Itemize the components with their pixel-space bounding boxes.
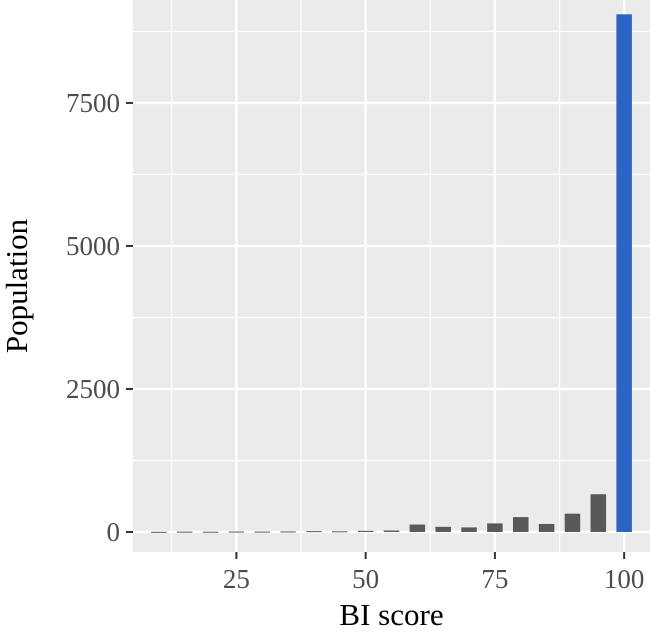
grid-minor [133,0,650,552]
y-axis-title: Population [0,218,34,353]
histogram-bar [228,531,245,533]
y-axis: 0 2500 5000 7500 [66,88,133,547]
histogram-bar [332,531,348,533]
y-tick-label: 2500 [66,374,120,404]
histogram-bar [512,517,529,532]
histogram-bar [280,531,296,533]
histogram-bar [151,531,167,533]
histogram-bar [306,531,322,533]
x-axis: 25 50 75 100 [223,552,645,594]
x-tick-label: 75 [481,564,508,594]
y-tick-label: 5000 [66,231,120,261]
histogram-bar [383,530,400,532]
x-axis-title: BI score [339,597,443,632]
histogram-bar [202,531,219,533]
y-tick-label: 0 [107,517,121,547]
histogram-bar [254,531,271,533]
histogram-bar [409,524,426,532]
histogram-bar [357,530,374,532]
x-tick-label: 25 [223,564,250,594]
histogram-bar-highlight [616,14,632,532]
plot-panel [133,0,650,552]
histogram-bar [435,526,451,532]
histogram-bar [590,494,607,532]
histogram-bar [564,513,581,532]
histogram-bar [176,531,193,533]
x-tick-label: 50 [352,564,379,594]
histogram-bar [461,527,477,532]
x-tick-label: 100 [604,564,645,594]
histogram-bar [487,523,503,532]
y-tick-label: 7500 [66,88,120,118]
histogram-bar [538,523,555,532]
bars [151,14,632,533]
